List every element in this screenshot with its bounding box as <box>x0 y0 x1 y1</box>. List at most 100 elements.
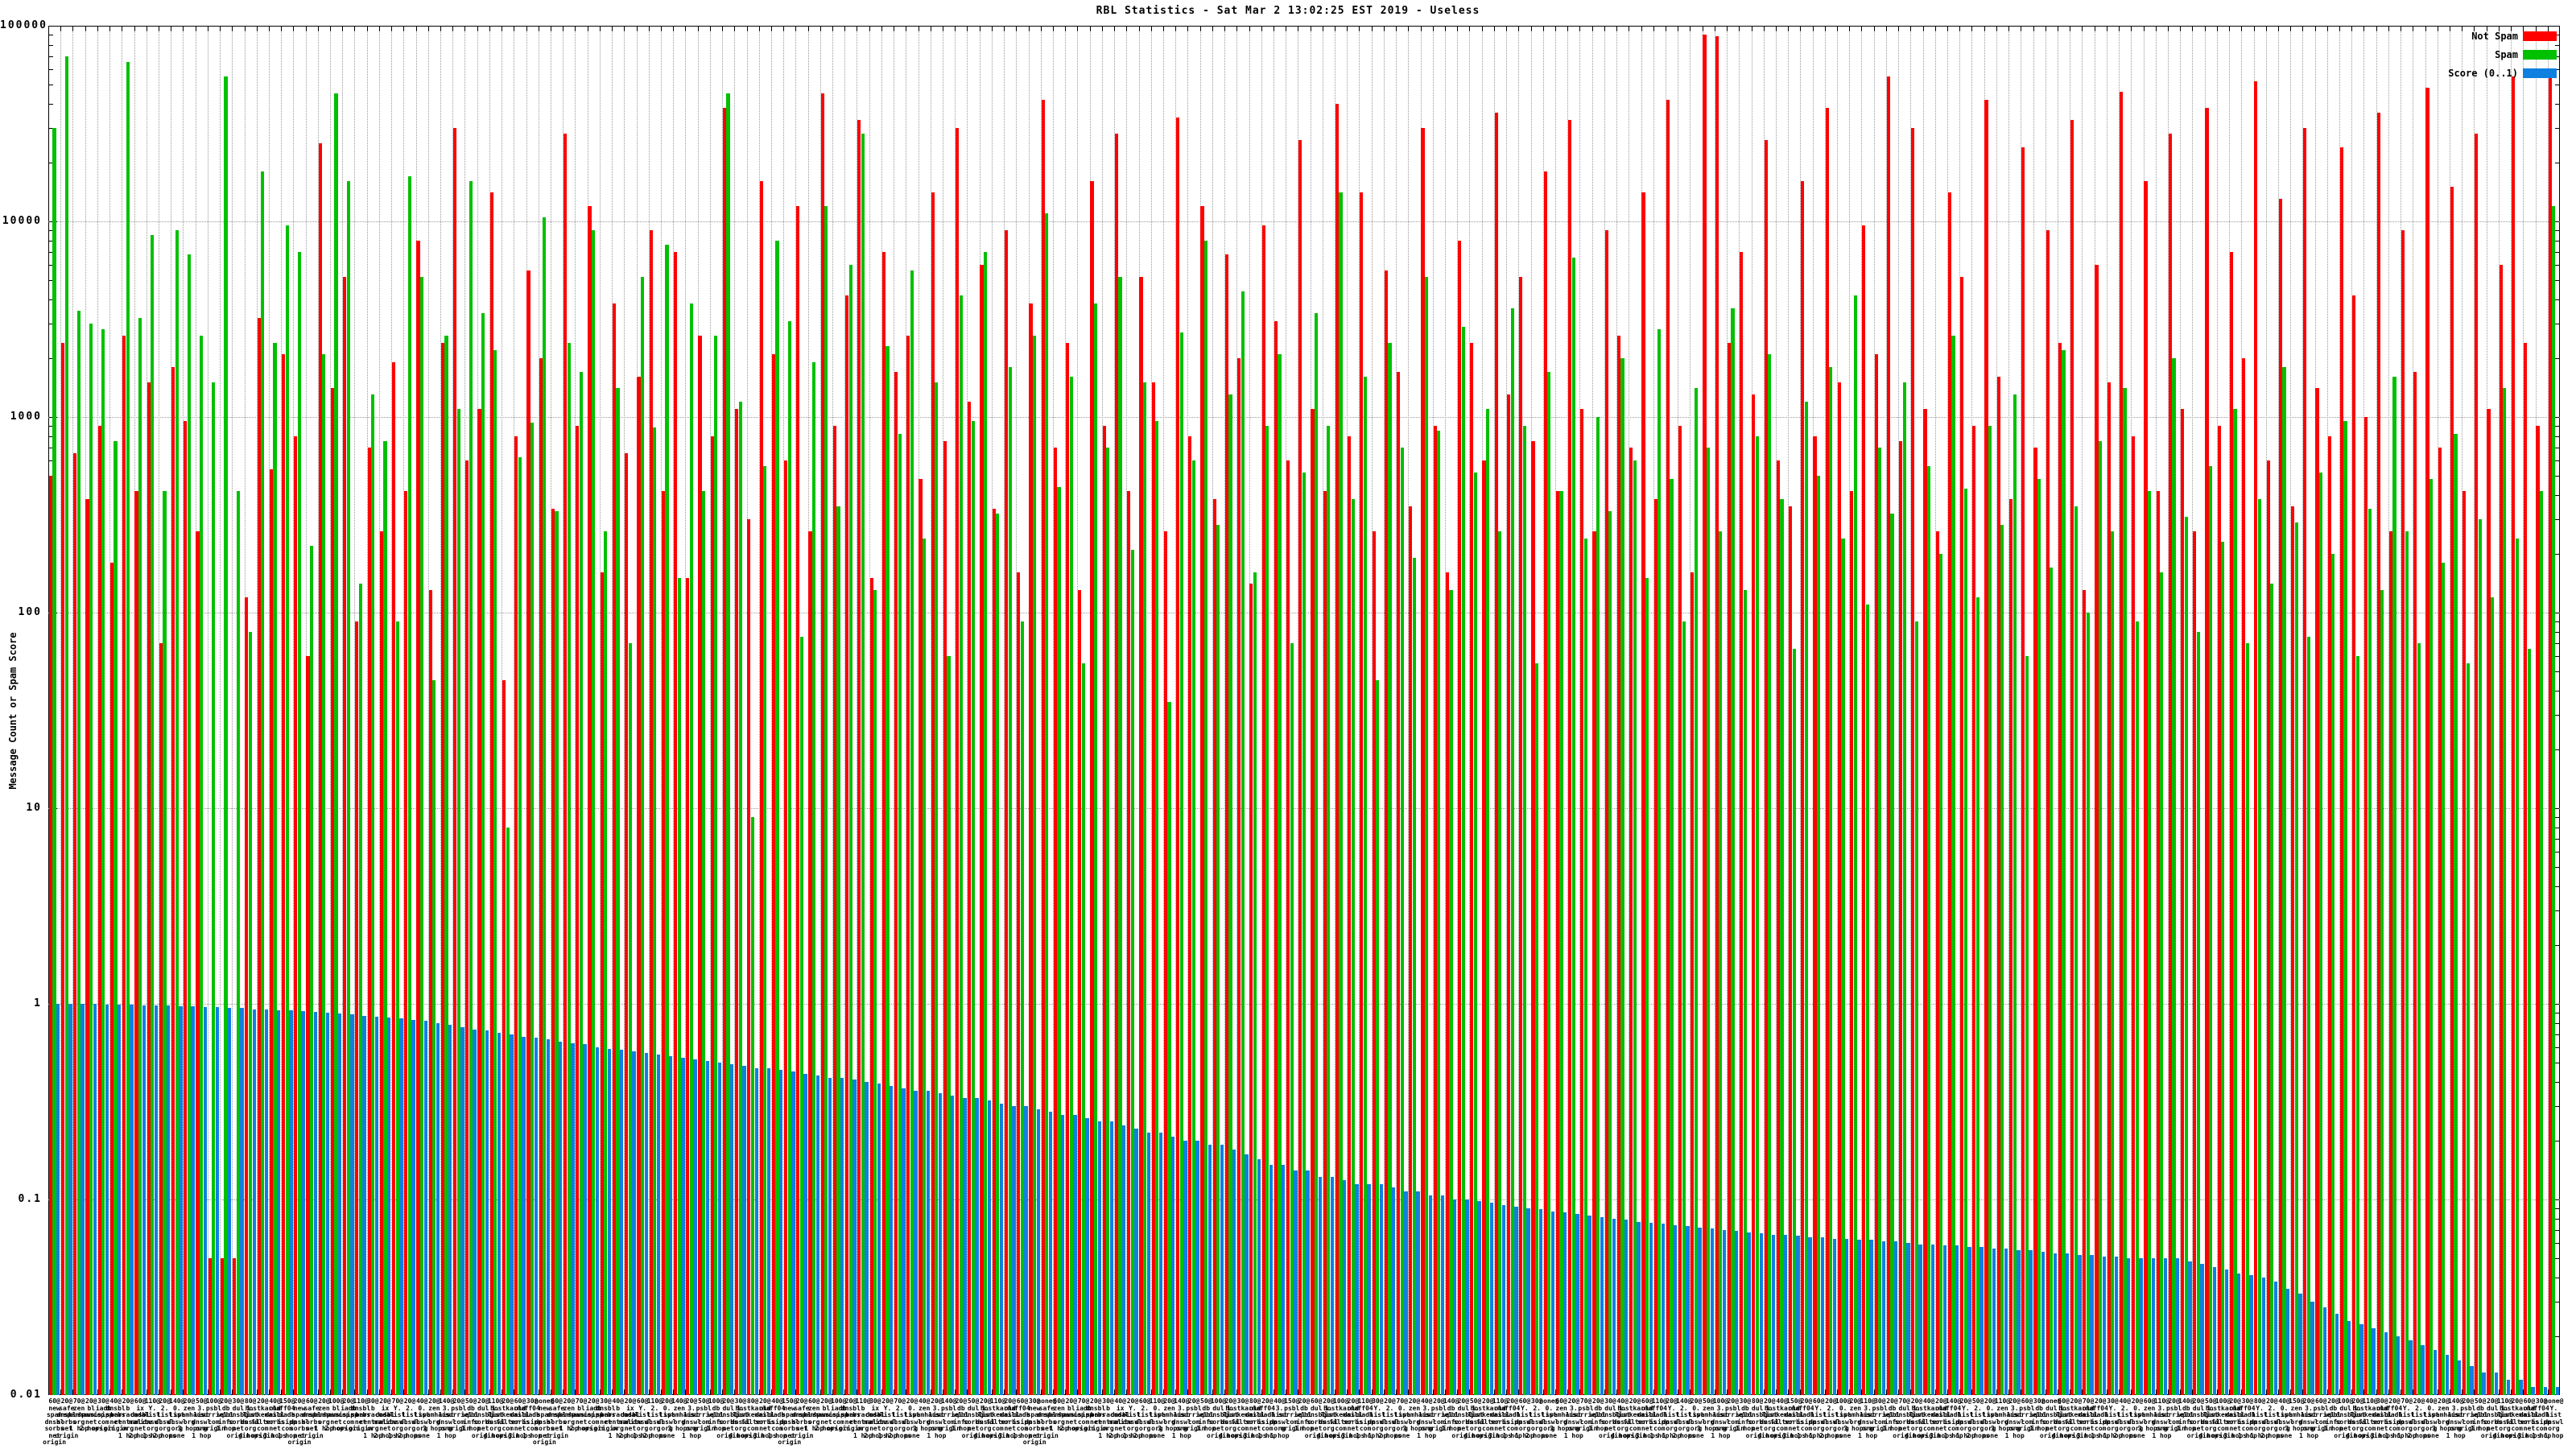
spam-bar <box>2196 631 2200 1395</box>
x-tick-label: 140@ psbl surriel com origin <box>935 1397 963 1432</box>
x-tick-label: 20@ old dnsbl sorbs net 3 hops <box>1929 1397 1953 1439</box>
x-tick-bottom <box>97 1389 98 1395</box>
notspam-bar <box>416 240 420 1395</box>
spam-bar <box>1670 479 1674 1395</box>
notspam-bar <box>759 181 763 1395</box>
score-bar <box>362 1015 366 1395</box>
x-tick-bottom <box>1861 1389 1863 1395</box>
score-bar <box>1955 1245 1959 1395</box>
y-minor-tick-right <box>2555 240 2559 242</box>
score-bar <box>1073 1115 1077 1395</box>
x-tick-top <box>2511 26 2512 31</box>
x-tick-top <box>526 26 527 31</box>
notspam-bar <box>1788 506 1793 1395</box>
x-tick-bottom <box>1150 1389 1152 1395</box>
spam-bar <box>799 637 803 1395</box>
spam-bar <box>2099 441 2103 1395</box>
y-tick-100000: 100000 <box>0 19 47 31</box>
spam-bar <box>1743 590 1747 1395</box>
x-tick-top <box>1653 26 1654 31</box>
notspam-bar <box>1519 277 1523 1395</box>
score-bar <box>2458 1360 2462 1395</box>
x-tick-label: 20@ bl spamcop net 2 hops <box>1057 1397 1085 1432</box>
score-bar <box>2555 1386 2560 1395</box>
spam-bar <box>1865 604 1870 1395</box>
x-tick-label: 20@ psbl surriel com origin <box>2160 1397 2188 1432</box>
x-tick-label: 40@ ix dnsbl manitu net 2 hops <box>1108 1397 1133 1439</box>
notspam-bar <box>649 230 653 1395</box>
x-tick-top <box>1249 26 1250 31</box>
spam-bar <box>89 324 93 1395</box>
v-gridline <box>1653 26 1654 1395</box>
notspam-bar <box>612 303 617 1395</box>
spam-bar <box>1926 466 1931 1395</box>
x-tick-label: 70@ bl spamcop net 2 hops <box>568 1397 595 1432</box>
score-bar <box>902 1088 906 1395</box>
notspam-bar <box>735 408 739 1395</box>
x-tick-label: 100@ 3. list dnswl org 1 hop <box>1711 1397 1731 1439</box>
notspam-bar <box>1531 441 1535 1395</box>
y-tick-0p1: 0.1 <box>18 1193 42 1205</box>
x-tick-top <box>1138 26 1140 31</box>
x-tick-bottom <box>2265 1389 2267 1395</box>
x-tick-label: 20@ Y. list dnswl org 1 hop <box>1955 1397 1975 1439</box>
x-tick-top <box>85 26 86 31</box>
notspam-bar <box>1862 225 1866 1395</box>
x-tick-label: 20@ 1. list dnswl org 4 hops <box>973 1397 997 1439</box>
x-tick-bottom <box>869 1389 870 1395</box>
y-tick-0p01: 0.01 <box>10 1389 42 1401</box>
score-bar <box>999 1103 1004 1395</box>
x-tick-bottom <box>1653 1389 1654 1395</box>
spam-bar <box>2062 349 2066 1395</box>
x-tick-label: 60@ safe dnsbl sorbs net origin <box>545 1397 569 1439</box>
score-bar <box>1881 1241 1886 1395</box>
notspam-bar <box>698 336 702 1395</box>
score-bar <box>325 1013 330 1395</box>
v-gridline <box>97 26 98 1395</box>
spam-bar <box>714 336 718 1395</box>
notspam-bar <box>428 590 432 1395</box>
x-tick-label: 30@ dul dnsbl sorbs net origin <box>226 1397 250 1439</box>
x-tick-top <box>1518 26 1520 31</box>
x-tick-label: 20@ 1. list dnswl org 4 hops <box>1219 1397 1243 1439</box>
score-bar <box>1134 1129 1138 1395</box>
score-bar <box>1085 1118 1089 1395</box>
spam-bar <box>530 422 535 1395</box>
notspam-bar <box>2008 499 2013 1395</box>
x-tick-top <box>2119 26 2120 31</box>
spam-bar <box>971 421 976 1395</box>
v-gridline <box>2498 26 2500 1395</box>
notspam-bar <box>1372 531 1376 1395</box>
notspam-bar <box>2205 108 2209 1395</box>
score-bar <box>2506 1379 2511 1395</box>
spam-bar <box>1768 353 1772 1395</box>
spam-bar <box>1155 421 1159 1395</box>
spam-bar <box>2270 584 2274 1395</box>
score-bar <box>1109 1121 1114 1395</box>
x-tick-top <box>2547 26 2549 31</box>
x-tick-bottom <box>2143 1389 2145 1395</box>
notspam-bar <box>771 353 775 1395</box>
x-tick-bottom <box>1604 1389 1605 1395</box>
score-bar <box>191 1006 195 1395</box>
score-bar <box>2224 1269 2229 1395</box>
notspam-bar <box>1041 99 1045 1395</box>
score-bar <box>203 1007 208 1395</box>
x-tick-top <box>1028 26 1030 31</box>
x-tick-bottom <box>1408 1389 1410 1395</box>
x-tick-bottom <box>1077 1389 1079 1395</box>
x-tick-bottom <box>2216 1389 2218 1395</box>
spam-bar <box>1118 277 1122 1395</box>
spam-bar <box>604 531 608 1395</box>
score-bar <box>1122 1125 1126 1395</box>
spam-bar <box>1315 312 1319 1395</box>
y-minor-tick-right <box>2555 1242 2559 1244</box>
spam-bar <box>151 235 155 1395</box>
x-tick-top <box>1053 26 1054 31</box>
v-gridline <box>967 26 968 1395</box>
x-tick-label: 20@ b barracuda central org 1 hop <box>110 1397 146 1439</box>
legend-label-spam: Spam <box>2495 49 2518 60</box>
x-tick-label: 20@ ix dnsbl manitu net 2 hops <box>618 1397 642 1439</box>
x-tick-bottom <box>134 1389 135 1395</box>
notspam-bar <box>2046 230 2050 1395</box>
